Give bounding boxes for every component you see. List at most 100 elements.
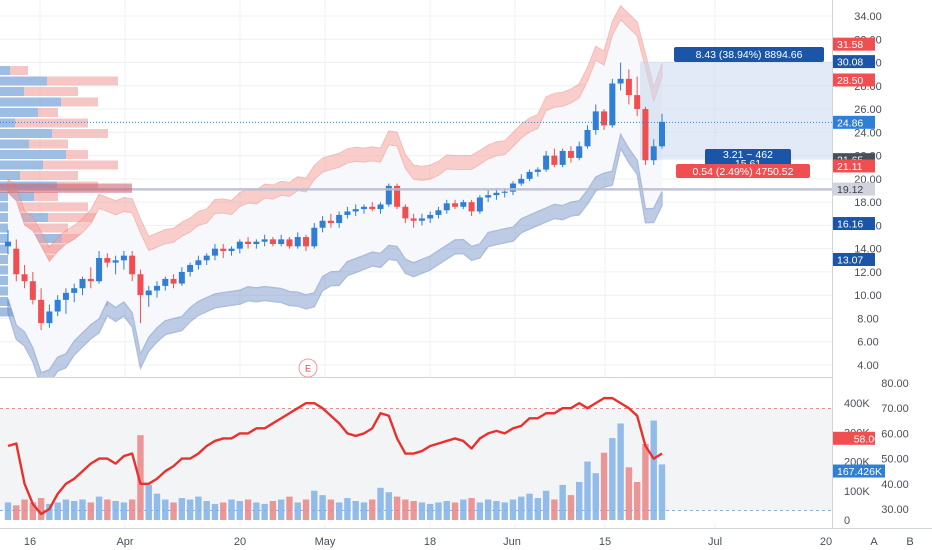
candle-body — [286, 239, 293, 247]
candle-body — [195, 260, 202, 265]
price-range-measure[interactable]: 8.43 (38.94%) 8894.663.21 ~ 46215.610.54… — [640, 47, 832, 178]
candle-body — [137, 274, 144, 296]
rsi-tick-label: 70.00 — [881, 403, 909, 415]
time-axis[interactable]: 16 Apr 20 May 18 Jun 15 Jul 20 — [24, 536, 832, 548]
candle-body — [203, 255, 210, 261]
price-tag-label: 16.16 — [837, 219, 863, 231]
price-tick-label: 10.00 — [854, 290, 882, 302]
candle-body — [96, 257, 103, 282]
candle-body — [452, 203, 459, 207]
volume-bar — [21, 499, 28, 520]
candle-body — [178, 271, 185, 284]
volume-bar — [476, 502, 484, 520]
candlestick-series — [5, 62, 665, 331]
volume-bar — [427, 503, 434, 520]
volume-bar — [584, 461, 591, 520]
rsi-tick-label: 40.00 — [881, 479, 909, 491]
volume-bar — [642, 443, 649, 520]
candle-body — [617, 78, 624, 84]
volume-bar — [600, 452, 608, 520]
volume-profile-bar-down — [0, 202, 88, 212]
price-tick-label: 6.00 — [857, 337, 878, 349]
rsi-tick-label: 30.00 — [881, 504, 909, 516]
indicator-axis[interactable]: 80.0070.0060.0050.0040.0030.00400K300K20… — [844, 378, 909, 527]
volume-bar — [402, 499, 409, 520]
volume-bar — [319, 495, 326, 520]
candle-body — [476, 197, 483, 212]
volume-bar — [104, 499, 111, 520]
volume-bar — [633, 481, 641, 520]
volume-profile-bar-up — [0, 202, 11, 212]
volume-bar — [277, 499, 285, 520]
volume-bar — [484, 499, 492, 520]
volume-profile-bar-up — [0, 139, 29, 149]
volume-profile-bar-down — [0, 66, 28, 75]
volume-bar — [236, 500, 243, 520]
candle-body — [344, 211, 351, 215]
candle-body — [79, 278, 86, 289]
measure-mid-label-1: 3.21 ~ 462 — [723, 149, 773, 161]
candle-body — [129, 255, 136, 275]
candle-body — [352, 209, 359, 212]
volume-profile-bar-down — [0, 87, 78, 96]
price-tag-box — [833, 115, 875, 129]
volume-bar — [493, 500, 500, 520]
volume-profile-bar-up — [0, 150, 66, 159]
price-tick-label: 26.00 — [854, 104, 882, 116]
volume-bar — [369, 499, 376, 520]
candle-body — [46, 311, 53, 324]
candle-body — [642, 109, 649, 161]
volume-bar — [71, 500, 78, 520]
measure-top-label: 8.43 (38.94%) 8894.66 — [696, 49, 803, 61]
volume-bar — [385, 492, 393, 520]
volume-bar — [418, 502, 426, 520]
volume-bar — [29, 502, 37, 520]
volume-bar — [650, 420, 657, 520]
volume-bar — [410, 500, 417, 520]
volume-bar — [253, 502, 260, 520]
candle-body — [120, 255, 127, 261]
time-tick-label: 15 — [599, 536, 611, 548]
time-tick-label: 20 — [820, 536, 832, 548]
candle-body — [402, 206, 409, 219]
volume-tick-label: 0 — [844, 515, 850, 527]
volume-bar — [344, 498, 351, 520]
lower-band — [7, 132, 663, 388]
earnings-marker-icon[interactable] — [298, 358, 318, 378]
candle-body — [87, 278, 94, 282]
candle-body — [509, 183, 516, 192]
volume-profile-bar-down — [0, 76, 118, 86]
candle-body — [21, 274, 28, 282]
volume-profile-bar-up — [0, 97, 61, 107]
volume-profile-bar-up — [0, 66, 10, 75]
log-scale-button[interactable]: B — [906, 536, 913, 548]
volume-bar — [54, 502, 61, 520]
volume-bar — [186, 499, 194, 520]
volume-bar — [228, 499, 235, 520]
candle-body — [253, 241, 260, 245]
candle-body — [261, 239, 268, 242]
candle-body — [211, 248, 218, 256]
volume-bar — [551, 499, 558, 520]
price-tag-box — [833, 182, 875, 196]
candle-body — [460, 202, 467, 207]
candle-body — [170, 278, 177, 284]
volume-bar — [211, 503, 219, 520]
volume-bar — [509, 499, 517, 520]
volume-bar — [137, 435, 144, 520]
auto-scale-button[interactable]: A — [870, 536, 878, 548]
price-tag-label: 30.08 — [837, 57, 863, 69]
candle-body — [145, 290, 152, 296]
candle-body — [228, 248, 235, 251]
candle-body — [245, 241, 252, 245]
rsi-polyline — [7, 396, 663, 516]
price-tag-box — [833, 159, 875, 173]
volume-bar — [335, 502, 343, 520]
volume-bar — [468, 498, 475, 520]
volume-bar — [153, 493, 161, 520]
candle-body — [418, 218, 425, 221]
time-tick-label: Jun — [503, 536, 521, 548]
candle-body — [62, 292, 69, 300]
time-tick-label: 20 — [234, 536, 246, 548]
